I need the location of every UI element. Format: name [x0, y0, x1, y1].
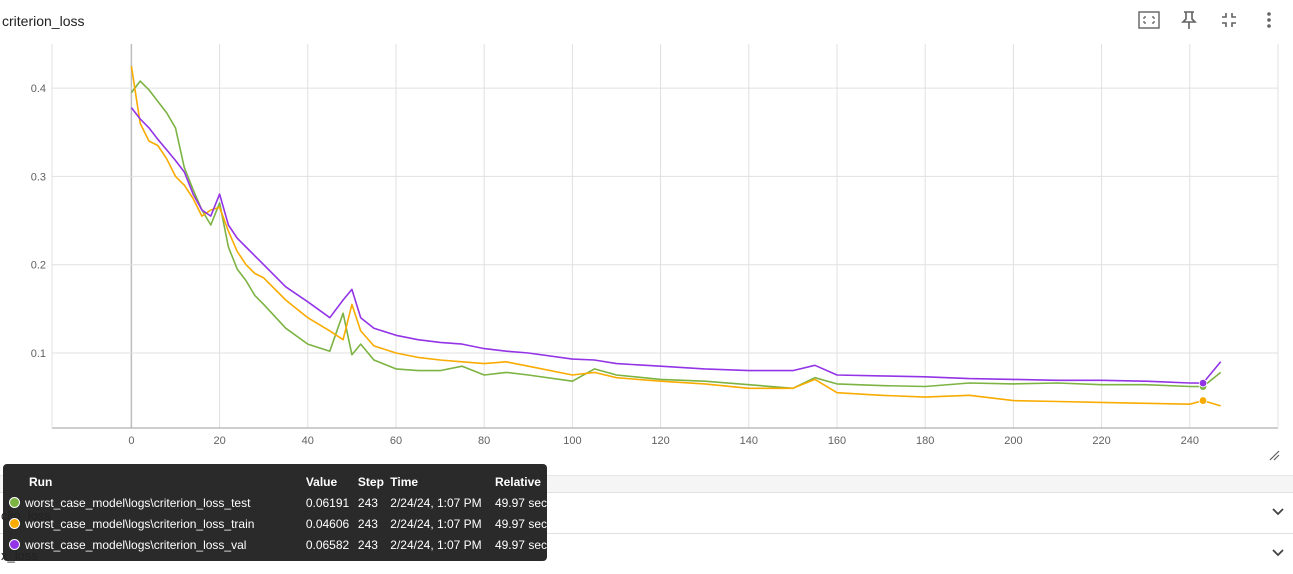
chart-hover-markers: [1198, 378, 1208, 405]
hover-tooltip: Run Value Step Time Relative worst_case_…: [3, 464, 547, 561]
chart-series-lines: [130, 65, 1222, 407]
tooltip-run-cell: worst_case_model\logs\criterion_loss_tra…: [9, 513, 306, 534]
tooltip-time: 2/24/24, 1:07 PM: [390, 495, 482, 510]
tooltip-header-value: Value: [305, 475, 338, 489]
tooltip-relative: 49.97 sec: [494, 495, 547, 510]
x-tick-label: 20: [213, 435, 225, 447]
hover-point-train: [1198, 396, 1208, 405]
x-tick-label: 140: [740, 435, 758, 447]
y-tick-label: 0.2: [31, 260, 46, 272]
pin-icon[interactable]: [1177, 8, 1201, 32]
resize-handle-icon[interactable]: [1268, 448, 1280, 461]
series-line-test: [130, 80, 1222, 390]
series-color-dot: [9, 538, 20, 550]
tooltip-time: 2/24/24, 1:07 PM: [390, 516, 482, 531]
series-line-val: [130, 107, 1222, 384]
x-tick-label: 100: [563, 435, 581, 447]
tooltip-row: worst_case_model\logs\criterion_loss_val…: [9, 534, 547, 555]
tooltip-step: 243: [357, 516, 378, 531]
tooltip-header-time: Time: [390, 475, 419, 489]
y-tick-label: 0.3: [31, 171, 46, 183]
tooltip-header-step: Step: [357, 475, 384, 489]
hover-point-val: [1198, 378, 1208, 388]
tooltip-run-name: worst_case_model\logs\criterion_loss_tes…: [25, 495, 251, 510]
y-tick-label: 0.1: [31, 348, 46, 360]
x-tick-label: 160: [828, 435, 846, 447]
chevron-down-icon[interactable]: [1271, 545, 1285, 563]
x-tick-label: 120: [651, 435, 669, 447]
tooltip-header-run: Run: [29, 475, 53, 489]
x-tick-label: 0: [128, 435, 134, 447]
tooltip-value: 0.04606: [305, 516, 350, 531]
x-tick-label: 80: [478, 435, 490, 447]
tooltip-step: 243: [357, 495, 378, 510]
x-tick-label: 240: [1181, 435, 1199, 447]
tooltip-row: worst_case_model\logs\criterion_loss_tra…: [9, 513, 547, 534]
chevron-down-icon[interactable]: [1271, 504, 1285, 522]
tooltip-run-name: worst_case_model\logs\criterion_loss_tra…: [25, 516, 255, 531]
chart-toolbar: [1137, 8, 1281, 32]
tooltip-row: worst_case_model\logs\criterion_loss_tes…: [9, 492, 547, 513]
fullscreen-icon[interactable]: [1137, 8, 1161, 32]
x-tick-label: 200: [1004, 435, 1022, 447]
fit-domain-icon[interactable]: [1217, 8, 1241, 32]
chart-gridlines: [51, 44, 1279, 429]
tooltip-value: 0.06191: [305, 495, 350, 510]
series-color-dot: [9, 517, 20, 529]
tooltip-relative: 49.97 sec: [494, 516, 547, 531]
chart-card-title: criterion_loss: [2, 13, 85, 29]
x-tick-label: 40: [302, 435, 314, 447]
tooltip-run-name: worst_case_model\logs\criterion_loss_val: [25, 537, 247, 552]
tooltip-table: Run Value Step Time Relative worst_case_…: [9, 472, 547, 555]
tooltip-run-cell: worst_case_model\logs\criterion_loss_tes…: [9, 492, 306, 513]
series-color-dot: [9, 496, 20, 508]
tooltip-value: 0.06582: [305, 537, 350, 552]
tooltip-header-relative: Relative: [494, 475, 541, 489]
tooltip-header-row: Run Value Step Time Relative: [9, 472, 547, 492]
tooltip-relative: 49.97 sec: [494, 537, 547, 552]
tooltip-time: 2/24/24, 1:07 PM: [390, 537, 482, 552]
tooltip-step: 243: [357, 537, 378, 552]
more-vert-icon[interactable]: [1257, 8, 1281, 32]
x-tick-label: 180: [916, 435, 934, 447]
series-line-train: [130, 65, 1221, 407]
x-tick-label: 60: [390, 435, 402, 447]
chart-tick-labels: 0 20 40 60 80 100 120 140 160 180 200 220 240 0.1 0.2 0…: [31, 83, 1199, 447]
loss-line-chart[interactable]: 0 20 40 60 80 100 120 140 160 180 200 220 240 0.1 0.2 0…: [0, 0, 1293, 470]
y-tick-label: 0.4: [31, 83, 46, 95]
tooltip-run-cell: worst_case_model\logs\criterion_loss_val: [9, 534, 306, 555]
x-tick-label: 220: [1092, 435, 1110, 447]
